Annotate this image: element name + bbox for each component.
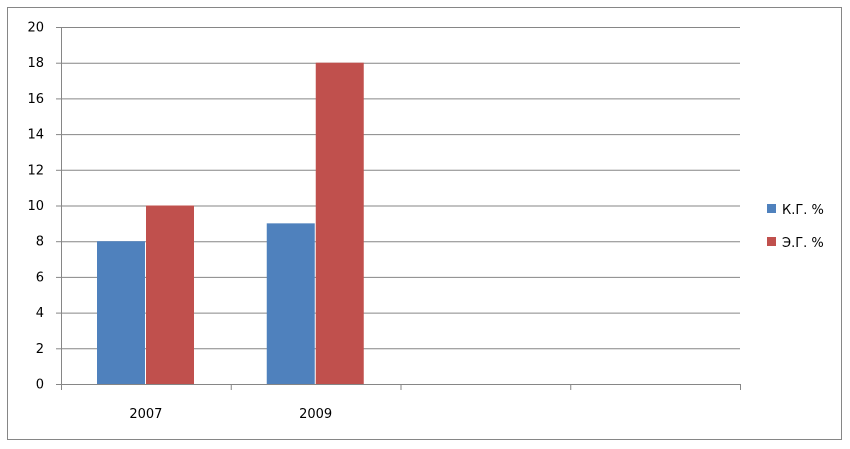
- y-tick-label: 0: [36, 378, 44, 393]
- legend-label: Э.Г. %: [782, 236, 824, 251]
- bar: [266, 223, 315, 384]
- legend-swatch: [767, 237, 776, 246]
- y-tick-label: 4: [36, 306, 44, 321]
- y-tick-label: 10: [27, 199, 44, 214]
- y-tick-label: 18: [27, 56, 44, 71]
- bar: [315, 62, 364, 384]
- legend-label: К.Г. %: [782, 203, 824, 218]
- x-tick-label: 2007: [129, 407, 162, 422]
- y-tick-label: 6: [36, 270, 44, 285]
- legend-swatch: [767, 204, 776, 213]
- y-tick-label: 20: [27, 21, 44, 36]
- y-tick-label: 12: [27, 163, 44, 178]
- y-tick-label: 16: [27, 92, 44, 107]
- chart-frame: [7, 7, 842, 440]
- bar: [146, 205, 194, 384]
- y-tick-label: 2: [36, 342, 44, 357]
- y-tick-label: 14: [27, 128, 44, 143]
- bar: [97, 241, 145, 384]
- y-tick-label: 8: [36, 235, 44, 250]
- x-tick-label: 2009: [299, 407, 332, 422]
